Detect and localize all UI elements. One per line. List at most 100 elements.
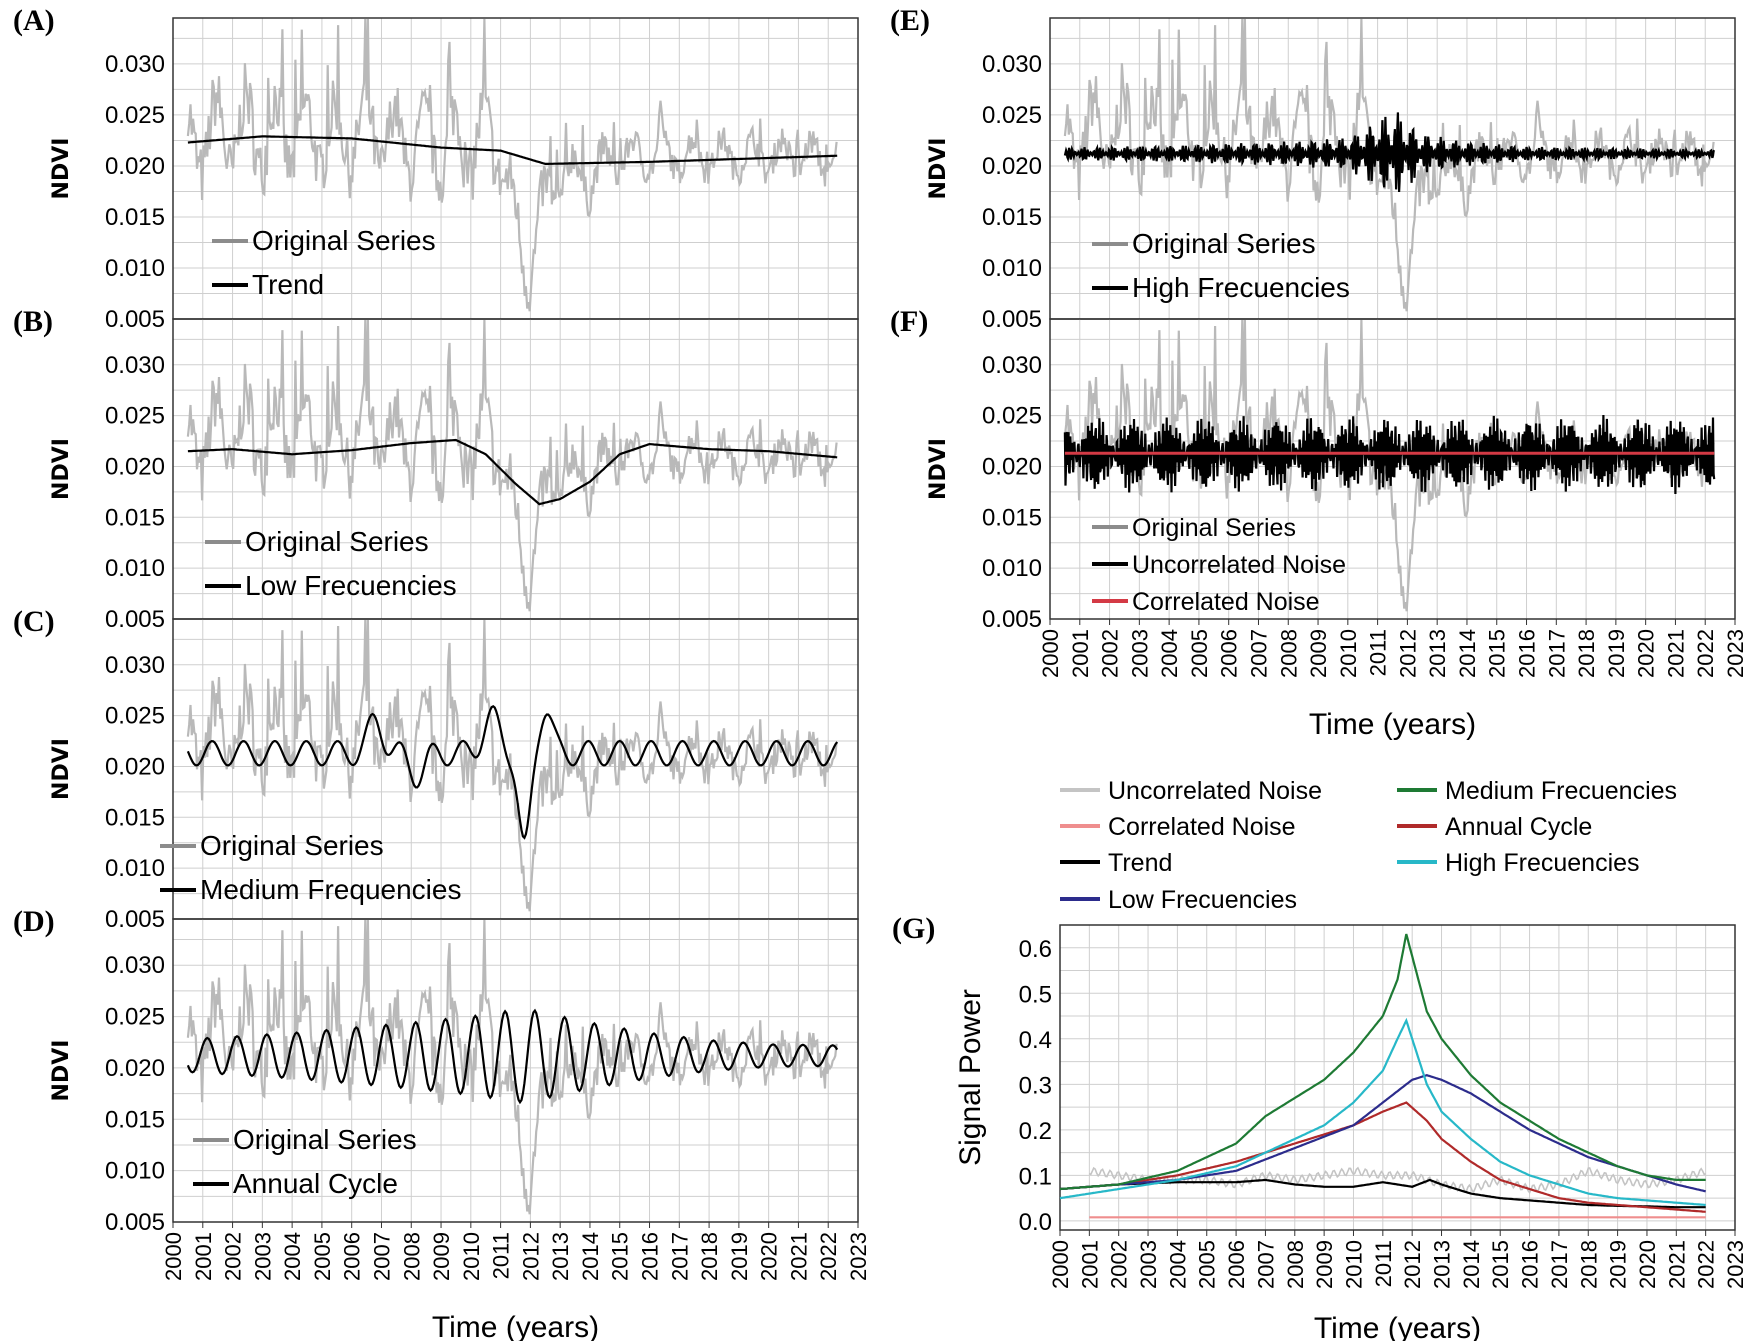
series-line [1059,1101,1706,1213]
y-tick-label: 0.025 [105,1004,165,1031]
x-axis-title: Time (years) [1309,708,1476,741]
y-tick-label: 0.030 [105,952,165,979]
y-axis-label: NDVI [926,138,951,200]
x-tick-label: 2000 [161,1232,186,1281]
x-tick-label: 2009 [1306,629,1331,678]
y-tick-label: 0.025 [105,403,165,430]
x-tick-label: 2006 [1224,1240,1249,1289]
legend-label: High Frecuencies [1445,849,1640,877]
x-tick-label: 2004 [280,1232,305,1281]
legend-label: Original Series [252,225,436,256]
x-tick-label: 2020 [1634,629,1659,678]
y-tick-label: 0.010 [105,555,165,582]
x-tick-label: 2013 [1430,1240,1455,1289]
x-tick-label: 2018 [1574,629,1599,678]
series-line-trend [187,135,838,165]
series-line-high [1063,112,1716,193]
legend-label: Low Frecuencies [245,570,457,601]
y-tick-label: 0.2 [1019,1118,1052,1145]
series-line [1059,1017,1706,1207]
y-axis-label: NDVI [49,138,74,200]
y-tick-label: 0.025 [982,102,1042,129]
x-tick-label: 2014 [1455,629,1480,678]
x-tick-label: 2021 [1663,629,1688,678]
x-tick-label: 2010 [1341,1240,1366,1289]
x-tick-label: 2018 [1576,1240,1601,1289]
x-tick-label: 2021 [1664,1240,1689,1289]
y-tick-label: 0.0 [1019,1209,1052,1236]
x-tick-label: 2015 [1488,1240,1513,1289]
y-tick-label: 0.025 [982,403,1042,430]
x-tick-label: 2006 [340,1232,365,1281]
y-tick-label: 0.3 [1019,1072,1052,1099]
y-tick-label: 0.6 [1019,936,1052,963]
y-axis-label: NDVI [926,438,951,500]
legend: Original Series Low Frecuencies [205,526,457,601]
x-tick-label: 2020 [757,1232,782,1281]
x-tick-label: 2017 [667,1232,692,1281]
y-tick-label: 0.010 [105,855,165,882]
series-line-annual [186,1008,839,1105]
x-axis-title: Time (years) [432,1311,599,1341]
y-axis-label: NDVI [49,1040,74,1102]
series-line-noise [1063,414,1716,495]
x-tick-label: 2002 [1098,629,1123,678]
x-tick-label: 2022 [1693,629,1718,678]
x-tick-label: 2000 [1048,1240,1073,1289]
x-tick-label: 2004 [1157,629,1182,678]
y-tick-label: 0.4 [1019,1027,1052,1054]
panel-E: 0.005 0.010 0.015 0.020 0.025 0.030 NDVI (E) Ori… [890,4,1736,333]
x-tick-label: 2010 [459,1232,484,1281]
x-tick-label: 2004 [1165,1240,1190,1289]
legend: Original Series Trend [212,225,436,300]
y-tick-label: 0.020 [105,1055,165,1082]
x-tick-label: 2008 [399,1232,424,1281]
panel-label: (F) [890,305,928,338]
x-tick-label: 2023 [846,1232,871,1281]
x-tick-label: 2015 [608,1232,633,1281]
series-line [1059,1178,1706,1209]
legend-label: Original Series [1132,228,1316,259]
x-tick-label: 2011 [1366,629,1391,676]
y-tick-label: 0.030 [982,352,1042,379]
legend-label: Annual Cycle [1445,813,1592,841]
y-tick-label: 0.005 [105,1209,165,1236]
y-tick-label: 0.020 [105,153,165,180]
y-axis-label: NDVI [49,438,74,500]
x-tick-label: 2011 [1371,1240,1396,1287]
y-tick-label: 0.020 [105,453,165,480]
y-tick-label: 0.020 [105,753,165,780]
panel-A: 0.005 0.010 0.015 0.020 0.025 0.030 NDVI (A) Ori… [13,4,859,333]
legend: Original Series Annual Cycle [193,1124,417,1199]
x-tick-label: 2001 [1068,629,1093,678]
y-tick-label: 0.005 [982,606,1042,633]
panel-C: 0.005 0.010 0.015 0.020 0.025 0.030 NDVI (C) Ori… [13,605,859,933]
y-tick-label: 0.015 [982,504,1042,531]
y-tick-label: 0.025 [105,102,165,129]
original-series-line [186,18,838,312]
y-tick-label: 0.005 [105,306,165,333]
x-tick-label: 2005 [1187,629,1212,678]
x-tick-label: 2006 [1217,629,1242,678]
panel-label: (D) [13,905,55,938]
legend-label: Trend [1108,849,1172,877]
x-tick-label: 2012 [1395,629,1420,678]
y-tick-label: 0.1 [1019,1163,1052,1190]
original-series-line [186,919,838,1215]
x-tick-label: 2008 [1283,1240,1308,1289]
y-tick-label: 0.015 [105,804,165,831]
x-tick-label: 2015 [1485,629,1510,678]
panel-D: 0.005 0.010 0.015 0.020 0.025 0.030 NDVI (D) Ori… [13,905,871,1341]
x-tick-label: 2005 [1195,1240,1220,1289]
series-line-low [187,438,838,506]
x-tick-label: 2009 [429,1232,454,1281]
panel-B: 0.005 0.010 0.015 0.020 0.025 0.030 NDVI (B) Ori… [13,305,859,633]
original-series-line [186,319,838,612]
panel-label: (B) [13,305,53,338]
panel-label: (A) [13,4,55,37]
y-tick-label: 0.030 [982,51,1042,78]
plot-frame [172,918,859,1223]
legend-label: Trend [252,269,324,300]
y-tick-label: 0.030 [105,352,165,379]
y-tick-label: 0.5 [1019,981,1052,1008]
